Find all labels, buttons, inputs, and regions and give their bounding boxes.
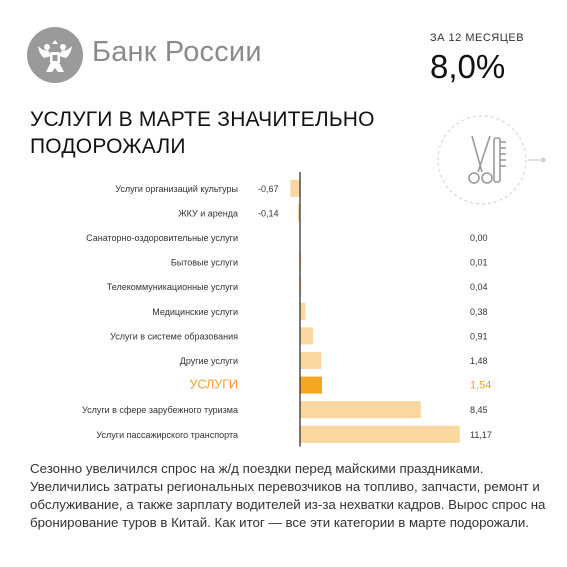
description: Сезонно увеличился спрос на ж/д поездки … (30, 461, 546, 530)
inflation-value: 8,0% (430, 48, 506, 85)
chart-bar (290, 179, 300, 197)
category-label: Услуги пассажирского транспорта (96, 430, 238, 440)
chart-bar (300, 425, 460, 443)
chart-bar (300, 327, 314, 345)
category-label: Санаторно-оздоровительные услуги (86, 233, 238, 243)
value-label: 11,17 (470, 430, 492, 440)
chart-bar (300, 376, 323, 394)
double-headed-eagle-icon (27, 27, 83, 83)
value-label: 8,45 (470, 405, 488, 415)
category-label: ЖКУ и аренда (178, 208, 238, 218)
header: Банк России ЗА 12 МЕСЯЦЕВ 8,0% (0, 0, 567, 100)
value-label: 0,04 (470, 282, 488, 292)
period-label: ЗА 12 МЕСЯЦЕВ (430, 32, 525, 44)
value-label: 0,00 (470, 233, 488, 243)
category-label: Услуги в сфере зарубежного туризма (82, 405, 238, 415)
value-label: 0,91 (470, 331, 488, 341)
category-label: УСЛУГИ (190, 378, 238, 392)
value-label: 0,01 (470, 258, 488, 268)
category-label: Бытовые услуги (171, 258, 238, 268)
headline: УСЛУГИ В МАРТЕ ЗНАЧИТЕЛЬНО ПОДОРОЖАЛИ (30, 106, 410, 160)
category-label: Услуги в системе образования (110, 331, 238, 341)
services-price-chart: Услуги организаций культуры -0,67 ЖКУ и ар… (82, 172, 492, 447)
headline-line-2: ПОДОРОЖАЛИ (30, 135, 186, 158)
chart-bar (300, 352, 322, 369)
value-label: 1,54 (470, 380, 491, 392)
chart-bar (300, 302, 306, 320)
brand-name: Банк России (92, 36, 262, 68)
headline-line-1: УСЛУГИ В МАРТЕ ЗНАЧИТЕЛЬНО (30, 108, 375, 131)
chart-bar (300, 401, 421, 419)
value-label: 0,38 (470, 307, 488, 317)
category-label: Услуги организаций культуры (115, 184, 238, 194)
value-label: -0,14 (258, 208, 279, 218)
value-label: 1,48 (470, 356, 488, 366)
chart-bar (297, 204, 300, 222)
scissors-comb-icon (437, 115, 546, 205)
category-label: Другие услуги (180, 356, 238, 366)
category-label: Медицинские услуги (152, 307, 238, 317)
value-label: -0,67 (258, 184, 279, 194)
category-label: Телекоммуникационные услуги (107, 282, 238, 292)
